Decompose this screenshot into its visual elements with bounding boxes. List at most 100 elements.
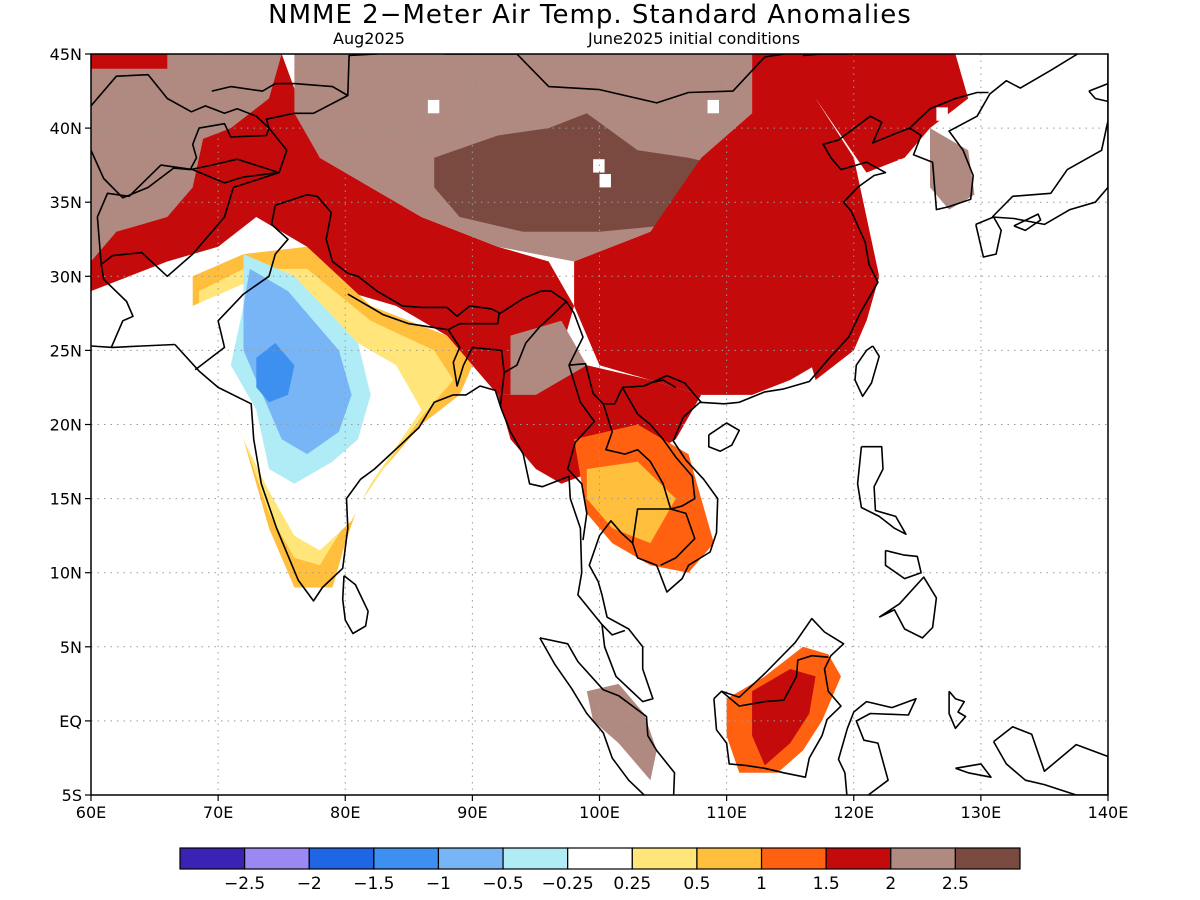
boundary-india-coast xyxy=(174,54,1078,703)
colorbar: −2.5 −2 −1.5 −1 −0.5 −0.25 0.25 0.5 1 1.5 2 2.5 xyxy=(179,847,1021,894)
x-tick-label: 90E xyxy=(457,803,487,822)
boundary-border-himalaya xyxy=(316,195,702,405)
region-northeast-china-red xyxy=(752,54,969,173)
y-tick-label: EQ xyxy=(59,712,82,731)
colorbar-label: −1.5 xyxy=(353,874,394,894)
colorbar-swatch xyxy=(567,847,633,870)
x-tick-label: 60E xyxy=(76,803,106,822)
boundary-japan-kyushu xyxy=(975,216,1002,258)
map-plot-area xyxy=(91,41,1108,795)
colorbar-label: 2 xyxy=(885,874,896,894)
boundary-seram xyxy=(955,763,992,778)
boundary-border-india-myanmar xyxy=(503,300,567,374)
boundary-hokkaido-fragment xyxy=(1088,82,1108,103)
y-tick-label: 40N xyxy=(50,119,82,138)
boundary-border-turkmen xyxy=(91,149,191,199)
colorbar-swatch xyxy=(631,847,698,870)
boundary-border-china-north xyxy=(265,54,378,173)
y-tick-label: 45N xyxy=(50,45,82,64)
colorbar-swatch xyxy=(437,847,504,870)
y-tick-label: 5S xyxy=(62,786,82,805)
boundary-taiwan xyxy=(854,345,880,398)
colorbar-swatch xyxy=(373,847,440,870)
x-tick-label: 70E xyxy=(203,803,233,822)
boundary-border-korea xyxy=(909,91,989,129)
missing-cell xyxy=(427,99,440,114)
x-tick-label: 140E xyxy=(1088,803,1129,822)
boundary-border-ne-china xyxy=(802,54,848,57)
x-tick-label: 110E xyxy=(706,803,747,822)
missing-cell xyxy=(707,99,719,114)
boundary-japan-honshu xyxy=(991,54,1108,226)
boundary-border-myanmar-thai xyxy=(566,364,596,541)
region-india-light-blue xyxy=(243,268,352,455)
x-tick-label: 80E xyxy=(330,803,360,822)
boundary-halmahera xyxy=(948,690,967,730)
colorbar-label: 1 xyxy=(756,874,767,894)
colorbar-swatch xyxy=(954,847,1021,870)
boundary-sulawesi xyxy=(837,697,917,795)
region-south-asia-red-band xyxy=(91,54,575,395)
boundary-border-china-vietnam xyxy=(643,379,677,389)
anomaly-shading xyxy=(91,54,975,781)
region-ne-china-coast-red xyxy=(802,231,880,380)
missing-cell xyxy=(275,41,286,54)
y-tick-label: 10N xyxy=(50,564,82,583)
colorbar-swatch xyxy=(696,847,763,870)
region-sumatra-brown xyxy=(586,683,657,781)
region-central-asia-brown xyxy=(167,54,282,143)
gridlines xyxy=(91,54,1108,795)
region-india-mid-blue xyxy=(256,343,295,403)
colorbar-label: −2 xyxy=(297,874,322,894)
missing-cell xyxy=(936,107,948,121)
boundary-border-tajik xyxy=(190,158,280,174)
boundary-border-mongolia xyxy=(444,54,784,104)
colorbar-swatch xyxy=(825,847,892,870)
x-tick-label: 130E xyxy=(961,803,1002,822)
x-tick-label: 100E xyxy=(579,803,620,822)
forecast-month: Aug2025 xyxy=(333,29,405,48)
boundary-border-bangladesh xyxy=(447,329,505,407)
boundary-new-guinea xyxy=(992,726,1108,795)
boundary-border-iran-pakistan xyxy=(100,264,134,348)
coastlines-and-borders xyxy=(91,54,1108,795)
boundary-hainan xyxy=(708,422,741,452)
boundary-border-cambodia xyxy=(631,508,696,567)
missing-data-cells xyxy=(275,41,948,188)
missing-cell xyxy=(599,174,611,188)
colorbar-label: 1.5 xyxy=(813,874,840,894)
x-tick-label: 120E xyxy=(833,803,874,822)
boundary-sri-lanka xyxy=(341,575,369,635)
initial-conditions: June2025 initial conditions xyxy=(588,29,801,48)
colorbar-label: −1 xyxy=(426,874,451,894)
y-tick-label: 35N xyxy=(50,193,82,212)
colorbar-label: −0.25 xyxy=(542,874,594,894)
y-tick-label: 25N xyxy=(50,341,82,360)
boundary-sumatra xyxy=(539,637,676,795)
colorbar-label: 0.25 xyxy=(613,874,651,894)
boundary-borneo xyxy=(713,617,845,778)
missing-cell xyxy=(898,159,910,173)
boundary-mindanao xyxy=(878,576,938,639)
colorbar-swatch xyxy=(890,847,956,870)
boundary-luzon xyxy=(856,445,907,535)
boundary-border-borneo xyxy=(720,654,829,707)
boundary-japan-shikoku xyxy=(1013,213,1042,232)
boundary-border-malaysia-thai xyxy=(601,624,626,636)
colorbar-label: 2.5 xyxy=(942,874,969,894)
region-borneo-red xyxy=(752,669,816,766)
boundary-west-coast xyxy=(91,343,175,349)
colorbar-label: 0.5 xyxy=(683,874,710,894)
boundary-border-laos xyxy=(602,387,696,510)
boundary-border-kazakh xyxy=(91,73,270,170)
colorbar-label: −0.5 xyxy=(482,874,523,894)
chart-title: NMME 2−Meter Air Temp. Standard Anomalie… xyxy=(268,0,912,30)
boundary-border-kyrgyz xyxy=(211,82,349,97)
y-tick-label: 15N xyxy=(50,490,82,509)
colorbar-swatch xyxy=(760,847,827,870)
colorbar-swatch xyxy=(502,847,569,870)
region-korea-brown xyxy=(930,128,975,210)
colorbar-swatch xyxy=(308,847,375,870)
y-tick-label: 5N xyxy=(60,638,82,657)
